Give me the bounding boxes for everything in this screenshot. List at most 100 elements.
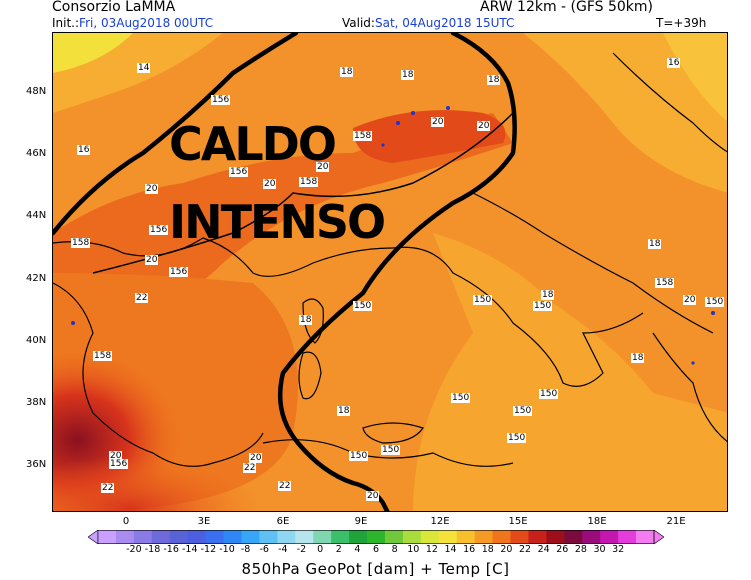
contour-label: 156 (109, 459, 129, 469)
contour-label: 150 (533, 301, 553, 311)
colorbar-tick-label: -2 (296, 544, 307, 555)
colorbar-tick-label: 32 (612, 544, 625, 555)
colorbar-swatch (151, 530, 171, 544)
lat-label: 42N (26, 273, 47, 284)
annotation-line2: INTENSO (169, 195, 386, 249)
hot-area-outline (53, 33, 517, 511)
colorbar-swatch (259, 530, 278, 544)
contour-label: 18 (401, 70, 415, 80)
colorbar-swatch (205, 530, 225, 544)
contour-label: 22 (243, 463, 257, 473)
colorbar-tick-label: -12 (200, 544, 217, 555)
contour-label: 16 (667, 58, 681, 68)
valid-time: Valid:Sat, 04Aug2018 15UTC (342, 17, 514, 29)
app-title: Consorzio LaMMA (52, 0, 176, 15)
colorbar-tick-label: 0 (317, 544, 324, 555)
colorbar-tick-label: 8 (391, 544, 398, 555)
contour-label: 22 (135, 293, 149, 303)
contour-label: 22 (278, 481, 292, 491)
contour-label: 150 (353, 301, 373, 311)
colorbar-tick-label: 14 (444, 544, 457, 555)
lat-label: 40N (26, 335, 47, 346)
colorbar-swatch (438, 530, 458, 544)
contour-label: 156 (149, 225, 169, 235)
contour-label: 150 (507, 433, 527, 443)
colorbar-swatch (277, 530, 296, 544)
map-canvas (53, 33, 727, 511)
colorbar-tick-label: -10 (219, 544, 235, 555)
contour-label: 18 (541, 290, 555, 300)
init-label: Init.: (52, 16, 80, 30)
field-nw-yellow (53, 33, 133, 73)
annotation-line1: CALDO (169, 117, 337, 171)
contour-label: 16 (77, 145, 91, 155)
field-red-north (353, 110, 506, 163)
colorbar-tick-label: -18 (144, 544, 161, 555)
contour-label: 20 (109, 451, 123, 461)
lat-label: 36N (26, 459, 47, 470)
lon-label: 15E (508, 516, 528, 527)
contour-label: 20 (249, 453, 263, 463)
colorbar-swatch (636, 530, 655, 544)
colorbar-tick-label: -6 (259, 544, 269, 555)
colorbar-tick-label: -8 (240, 544, 251, 555)
contour-label: 14 (137, 63, 151, 73)
colorbar-border (97, 530, 655, 544)
colorbar-swatch (169, 530, 189, 544)
colorbar-tick-label: 12 (425, 544, 438, 555)
lon-label: 12E (430, 516, 450, 527)
colorbar-swatch (331, 530, 350, 544)
colorbar-swatch (600, 530, 619, 544)
colorbar-min-arrow (88, 530, 99, 544)
contour-label: 150 (381, 445, 401, 455)
contour-label: 22 (101, 483, 115, 493)
contour-label: 150 (705, 297, 725, 307)
colorbar-tick-label: -4 (278, 544, 288, 555)
lon-label: 21E (666, 516, 686, 527)
colorbar (88, 530, 664, 544)
colorbar-swatch (313, 530, 332, 544)
colorbar-tick-label: 20 (500, 544, 513, 555)
colorbar-tick-label: 18 (481, 544, 494, 555)
contour-label: 158 (93, 351, 113, 361)
contour-label: 18 (487, 75, 501, 85)
colorbar-tick-label: 26 (556, 544, 569, 555)
contour-label: 150 (513, 406, 533, 416)
lon-label: 6E (276, 516, 290, 527)
lon-label: 9E (354, 516, 368, 527)
lat-label: 48N (26, 86, 47, 97)
contour-label: 20 (431, 117, 445, 127)
colorbar-swatch (564, 530, 583, 544)
contour-label: 156 (169, 267, 189, 277)
contour-label: 20 (477, 121, 491, 131)
lat-label: 38N (26, 397, 47, 408)
colorbar-tick-label: 28 (574, 544, 587, 555)
contour-label: 150 (451, 393, 471, 403)
contour-label: 18 (340, 67, 354, 77)
valid-label: Valid: (342, 16, 375, 30)
forecast-step: T=+39h (656, 16, 707, 30)
colorbar-swatch (115, 530, 135, 544)
valid-value: Sat, 04Aug2018 15UTC (374, 16, 515, 30)
lon-label: 18E (587, 516, 607, 527)
colorbar-title: 850hPa GeoPot [dam] + Temp [C] (241, 560, 510, 578)
lat-label: 46N (26, 148, 47, 159)
contour-label: 158 (71, 238, 91, 248)
colorbar-swatch (241, 530, 260, 544)
contour-label: 150 (473, 295, 493, 305)
lat-label: 44N (26, 210, 47, 221)
colorbar-swatch (582, 530, 601, 544)
colorbar-tick-label: 2 (335, 544, 342, 555)
colorbar-ticks: -20 -18 -16 -14 -12 -10 -8 -6 -4 -2 0 2 4 6 8 10 12 14 16 1… (88, 544, 664, 556)
colorbar-tick-label: -14 (181, 544, 198, 555)
lon-label: 0 (122, 516, 130, 527)
colorbar-swatch (420, 530, 440, 544)
contour-label: 20 (316, 162, 330, 172)
colorbar-swatch (456, 530, 476, 544)
contour-label: 20 (366, 491, 380, 501)
contour-label: 18 (337, 406, 351, 416)
colorbar-tick-label: -20 (126, 544, 142, 555)
colorbar-swatch (187, 530, 207, 544)
contour-label: 150 (539, 389, 559, 399)
colorbar-swatch (223, 530, 242, 544)
